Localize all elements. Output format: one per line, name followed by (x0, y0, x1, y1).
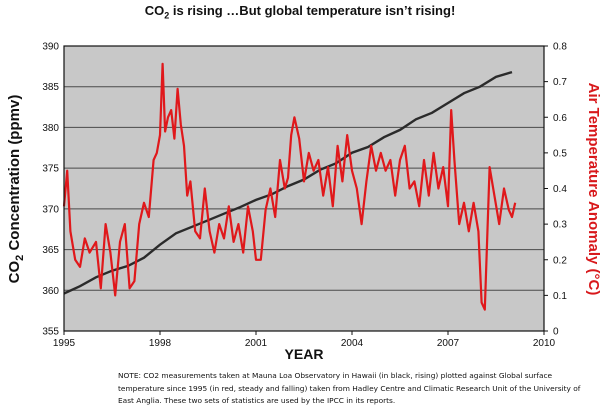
left-axis-ticks: 355 360 365 370 375 380 385 390 (42, 42, 59, 338)
right-tick-label: 0.5 (553, 148, 567, 159)
x-tick-label: 2010 (533, 338, 556, 349)
right-tick-label: 0 (553, 327, 559, 338)
x-tick-label: 2001 (245, 338, 268, 349)
x-tick-label: 1998 (149, 338, 172, 349)
x-axis-label: YEAR (285, 346, 324, 362)
left-tick-label: 355 (42, 327, 59, 338)
x-tick-label: 1995 (53, 338, 76, 349)
right-axis-ticks: 0 0.1 0.2 0.3 0.4 0.5 0.6 0.7 0.8 (544, 42, 567, 338)
right-tick-label: 0.4 (553, 184, 567, 195)
left-axis-label: CO2 Concentration (ppmv) (6, 95, 26, 284)
chart-title: CO2 is rising …But global temperature is… (144, 3, 456, 21)
right-tick-label: 0.1 (553, 291, 567, 302)
source-note: NOTE: CO2 measurements taken at Mauna Lo… (118, 371, 581, 405)
right-tick-label: 0.8 (553, 42, 567, 53)
x-axis-ticks: 1995 1998 2001 2004 2007 2010 (53, 331, 556, 349)
left-tick-label: 370 (42, 204, 59, 215)
right-tick-label: 0.6 (553, 113, 567, 124)
left-tick-label: 380 (42, 123, 59, 134)
left-tick-label: 375 (42, 164, 59, 175)
right-tick-label: 0.7 (553, 77, 567, 88)
temperature-series-line (62, 62, 517, 311)
right-tick-label: 0.2 (553, 255, 567, 266)
left-tick-label: 390 (42, 42, 59, 53)
right-tick-label: 0.3 (553, 220, 567, 231)
left-tick-label: 360 (42, 286, 59, 297)
x-tick-label: 2004 (341, 338, 364, 349)
co2-series-line (63, 70, 513, 295)
left-tick-label: 365 (42, 245, 59, 256)
left-tick-label: 385 (42, 82, 59, 93)
x-tick-label: 2007 (437, 338, 460, 349)
right-axis-label: Air Temperature Anomaly (°C) (585, 83, 600, 296)
